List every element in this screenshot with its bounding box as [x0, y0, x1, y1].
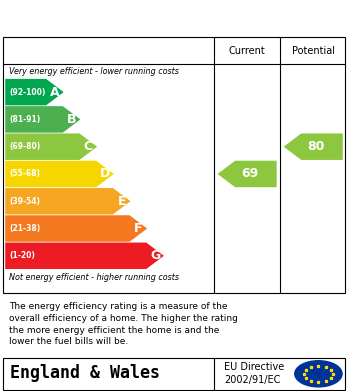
- Polygon shape: [5, 215, 147, 242]
- Text: (92-100): (92-100): [9, 88, 46, 97]
- Text: The energy efficiency rating is a measure of the
overall efficiency of a home. T: The energy efficiency rating is a measur…: [9, 302, 238, 346]
- Polygon shape: [284, 133, 343, 160]
- Polygon shape: [5, 106, 80, 133]
- Text: (69-80): (69-80): [9, 142, 41, 151]
- Text: (1-20): (1-20): [9, 251, 35, 260]
- Polygon shape: [5, 79, 64, 105]
- Text: G: G: [150, 249, 160, 262]
- Polygon shape: [5, 161, 114, 187]
- Polygon shape: [218, 161, 277, 187]
- Text: England & Wales: England & Wales: [10, 364, 160, 382]
- Text: 80: 80: [307, 140, 325, 153]
- Text: Potential: Potential: [292, 46, 335, 56]
- Text: B: B: [67, 113, 76, 126]
- Polygon shape: [5, 188, 130, 215]
- Text: Not energy efficient - higher running costs: Not energy efficient - higher running co…: [9, 273, 179, 282]
- Text: E: E: [117, 195, 126, 208]
- Text: A: A: [50, 86, 60, 99]
- Polygon shape: [5, 242, 164, 269]
- Text: (39-54): (39-54): [9, 197, 40, 206]
- Text: Very energy efficient - lower running costs: Very energy efficient - lower running co…: [9, 66, 179, 75]
- Text: (81-91): (81-91): [9, 115, 41, 124]
- Text: Current: Current: [229, 46, 266, 56]
- Text: 69: 69: [241, 167, 258, 181]
- Text: F: F: [134, 222, 143, 235]
- Text: D: D: [100, 167, 110, 181]
- Text: C: C: [84, 140, 93, 153]
- Ellipse shape: [295, 361, 342, 387]
- Text: (55-68): (55-68): [9, 169, 40, 178]
- Text: (21-38): (21-38): [9, 224, 41, 233]
- Text: EU Directive
2002/91/EC: EU Directive 2002/91/EC: [224, 362, 285, 385]
- Polygon shape: [5, 133, 97, 160]
- Text: Energy Efficiency Rating: Energy Efficiency Rating: [9, 10, 219, 25]
